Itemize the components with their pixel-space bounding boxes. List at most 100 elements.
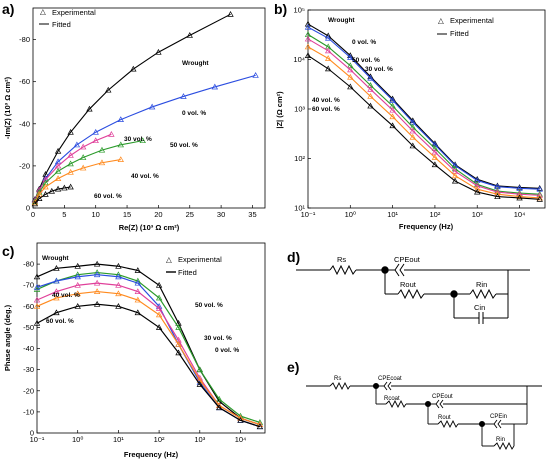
annotation-0vol: 0 vol. % (215, 347, 239, 354)
data-point (54, 185, 62, 192)
data-point (431, 141, 439, 148)
x-tick-label: 10¹ (113, 435, 124, 444)
data-point (367, 102, 374, 109)
data-point (347, 83, 354, 90)
data-point (256, 423, 264, 430)
label-cpecoat: CPEcoat (378, 376, 402, 382)
y-tick-label: 0 (26, 204, 30, 213)
series-50-vol- (31, 137, 146, 205)
data-point (304, 35, 312, 42)
cpe-left (383, 381, 388, 391)
cpe-left (435, 399, 440, 409)
annotation-50vol: 50 vol. % (352, 57, 380, 64)
data-point (389, 106, 396, 113)
data-point (74, 262, 81, 269)
resistor-rin (493, 441, 515, 451)
label-cpeout: CPEout (432, 394, 453, 400)
data-point (237, 417, 244, 423)
y-tick-label: 10¹ (294, 204, 305, 213)
data-point (115, 273, 122, 280)
fitted-line (307, 34, 540, 195)
label-rin: Rin (496, 437, 505, 443)
cpe-right (497, 419, 502, 429)
resistor-rout (437, 419, 459, 429)
y-tick-label: -40 (19, 119, 30, 128)
data-point (31, 200, 39, 207)
fitted-line (307, 46, 540, 199)
fitted-line (307, 38, 540, 196)
fitted-line (36, 263, 261, 426)
x-tick-label: 10⁴ (514, 210, 526, 219)
cpe-left (394, 263, 400, 277)
data-point (134, 296, 142, 303)
x-tick-label: 25 (186, 210, 194, 219)
panel-e-circuit: e) Rs CPEcoat Rcoat CPEo (287, 359, 542, 451)
label-cpein: CPEin (490, 414, 507, 420)
series-layer (304, 20, 543, 202)
data-point (451, 177, 459, 184)
fitted-line (307, 55, 540, 200)
data-point (53, 288, 60, 294)
x-tick-label: 20 (154, 210, 162, 219)
x-tick-label: 10⁻¹ (30, 435, 45, 444)
fitted-line (34, 140, 143, 202)
y-tick-label: 10² (294, 154, 305, 163)
y-tick-label: -40 (23, 344, 34, 353)
x-tick-label: 35 (248, 210, 256, 219)
data-point (74, 281, 81, 288)
resistor-rs (329, 381, 351, 391)
series-layer (31, 10, 259, 207)
fitted-line (36, 271, 261, 424)
panel-d-label: d) (287, 249, 300, 265)
series-wrought (33, 260, 264, 427)
data-point (117, 141, 124, 148)
data-point (180, 93, 187, 99)
fitted-line (34, 13, 231, 200)
data-point (79, 154, 87, 160)
y-axis-label: Phase angle (deg.) (3, 304, 12, 371)
data-point (536, 194, 543, 201)
y-tick-label: -70 (23, 281, 34, 290)
fitted-line (36, 290, 261, 426)
data-point (304, 20, 312, 27)
data-point (67, 160, 74, 167)
annotation-50vol: 50 vol. % (195, 302, 223, 309)
data-point (155, 281, 163, 288)
fitted-line (36, 303, 261, 428)
x-axis-label: Re(Z) (10³ Ω cm²) (119, 223, 180, 232)
data-point (93, 300, 101, 307)
fitted-line (34, 186, 71, 205)
cpe-right (439, 399, 444, 409)
y-axis-label: -Im(Z) (10³ Ω cm²) (3, 76, 12, 139)
x-tick-label: 5 (62, 210, 66, 219)
data-point (196, 366, 203, 373)
resistor-rcoat (385, 399, 407, 409)
x-tick-label: 10⁰ (345, 210, 356, 219)
data-point (494, 187, 501, 194)
data-point (409, 133, 416, 140)
data-point (304, 43, 312, 50)
annotation-wrought: Wrought (182, 60, 209, 67)
data-point (367, 93, 374, 99)
axes: 10⁻¹ 10⁰ 10¹ 10² 10³ 10⁴ 10¹ 10² 10³ 10⁴ 10⁵ (293, 6, 525, 220)
data-point (216, 395, 223, 402)
annotation-0vol: 0 vol. % (352, 39, 376, 46)
data-point (474, 177, 481, 183)
y-tick-label: -80 (19, 35, 30, 44)
cpe-left (493, 419, 498, 429)
panel-c-label: c) (2, 243, 14, 259)
data-point (74, 303, 81, 309)
data-point (134, 309, 142, 316)
data-point (53, 265, 60, 271)
plot-frame (307, 9, 546, 209)
data-point (516, 193, 523, 200)
data-point (252, 72, 259, 78)
data-point (536, 184, 543, 191)
data-point (105, 86, 112, 93)
y-tick-label: -60 (19, 77, 30, 86)
data-point (211, 83, 219, 90)
data-point (389, 96, 396, 103)
data-point (42, 183, 49, 190)
data-point (227, 10, 234, 17)
data-point (186, 32, 193, 38)
